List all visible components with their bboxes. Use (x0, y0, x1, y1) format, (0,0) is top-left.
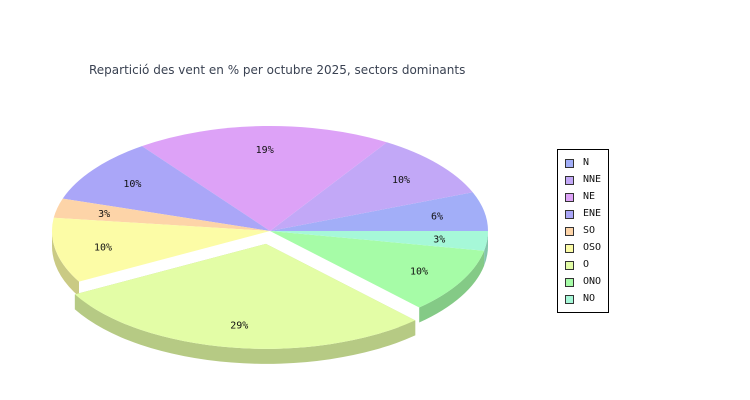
pie-labels: 6% 10% 19% 10% 3% 10% 29% 10% 3% (94, 145, 445, 332)
data-label-ne: 19% (256, 145, 274, 156)
pie-side-ono (419, 250, 485, 323)
data-label-o: 29% (230, 321, 248, 332)
legend-item-so: SO (558, 224, 608, 241)
pie-side-oso (52, 231, 79, 297)
pie-slice-n (270, 192, 489, 231)
chart-title: Repartició des vent en % per octubre 202… (89, 63, 466, 77)
legend-swatch (565, 227, 574, 236)
pie-side-no (484, 231, 488, 266)
legend-item-n: N (558, 156, 608, 173)
legend-swatch (565, 159, 574, 168)
legend-label: NE (583, 191, 596, 202)
legend-item-ne: NE (558, 190, 608, 207)
pie-slice-oso (51, 217, 271, 282)
legend-swatch (565, 210, 574, 219)
data-label-n: 6% (431, 212, 443, 223)
legend: N NNE NE ENE SO OSO O ONO NO (557, 149, 609, 313)
pie-slices (51, 126, 489, 349)
legend-label: NO (583, 293, 596, 304)
legend-label: N (583, 157, 590, 168)
pie-slice-ene (62, 146, 271, 231)
legend-item-no: NO (558, 292, 608, 309)
legend-label: O (583, 259, 590, 270)
legend-swatch (565, 176, 574, 185)
legend-item-o: O (558, 258, 608, 275)
data-label-oso: 10% (94, 242, 112, 253)
legend-swatch (565, 295, 574, 304)
legend-swatch (565, 193, 574, 202)
legend-label: ENE (583, 208, 602, 219)
data-label-nne: 10% (392, 175, 410, 186)
pie-side-o (74, 294, 416, 364)
pie-slice-so (53, 198, 271, 231)
pie-slice-no (270, 231, 488, 251)
legend-swatch (565, 278, 574, 287)
pie-slice-ono (270, 231, 485, 308)
legend-item-oso: OSO (558, 241, 608, 258)
data-label-ono: 10% (410, 267, 428, 278)
data-label-so: 3% (98, 209, 110, 220)
legend-label: NNE (583, 174, 602, 185)
legend-label: SO (583, 225, 596, 236)
data-label-no: 3% (433, 235, 445, 246)
pie-slice-o (74, 243, 416, 349)
legend-swatch (565, 244, 574, 253)
legend-label: ONO (583, 276, 602, 287)
legend-label: OSO (583, 242, 602, 253)
legend-item-ono: ONO (558, 275, 608, 292)
pie-slice-ne (141, 126, 387, 231)
legend-item-ene: ENE (558, 207, 608, 224)
legend-swatch (565, 261, 574, 270)
legend-item-nne: NNE (558, 173, 608, 190)
pie-slice-nne (270, 142, 473, 231)
data-label-ene: 10% (123, 179, 141, 190)
